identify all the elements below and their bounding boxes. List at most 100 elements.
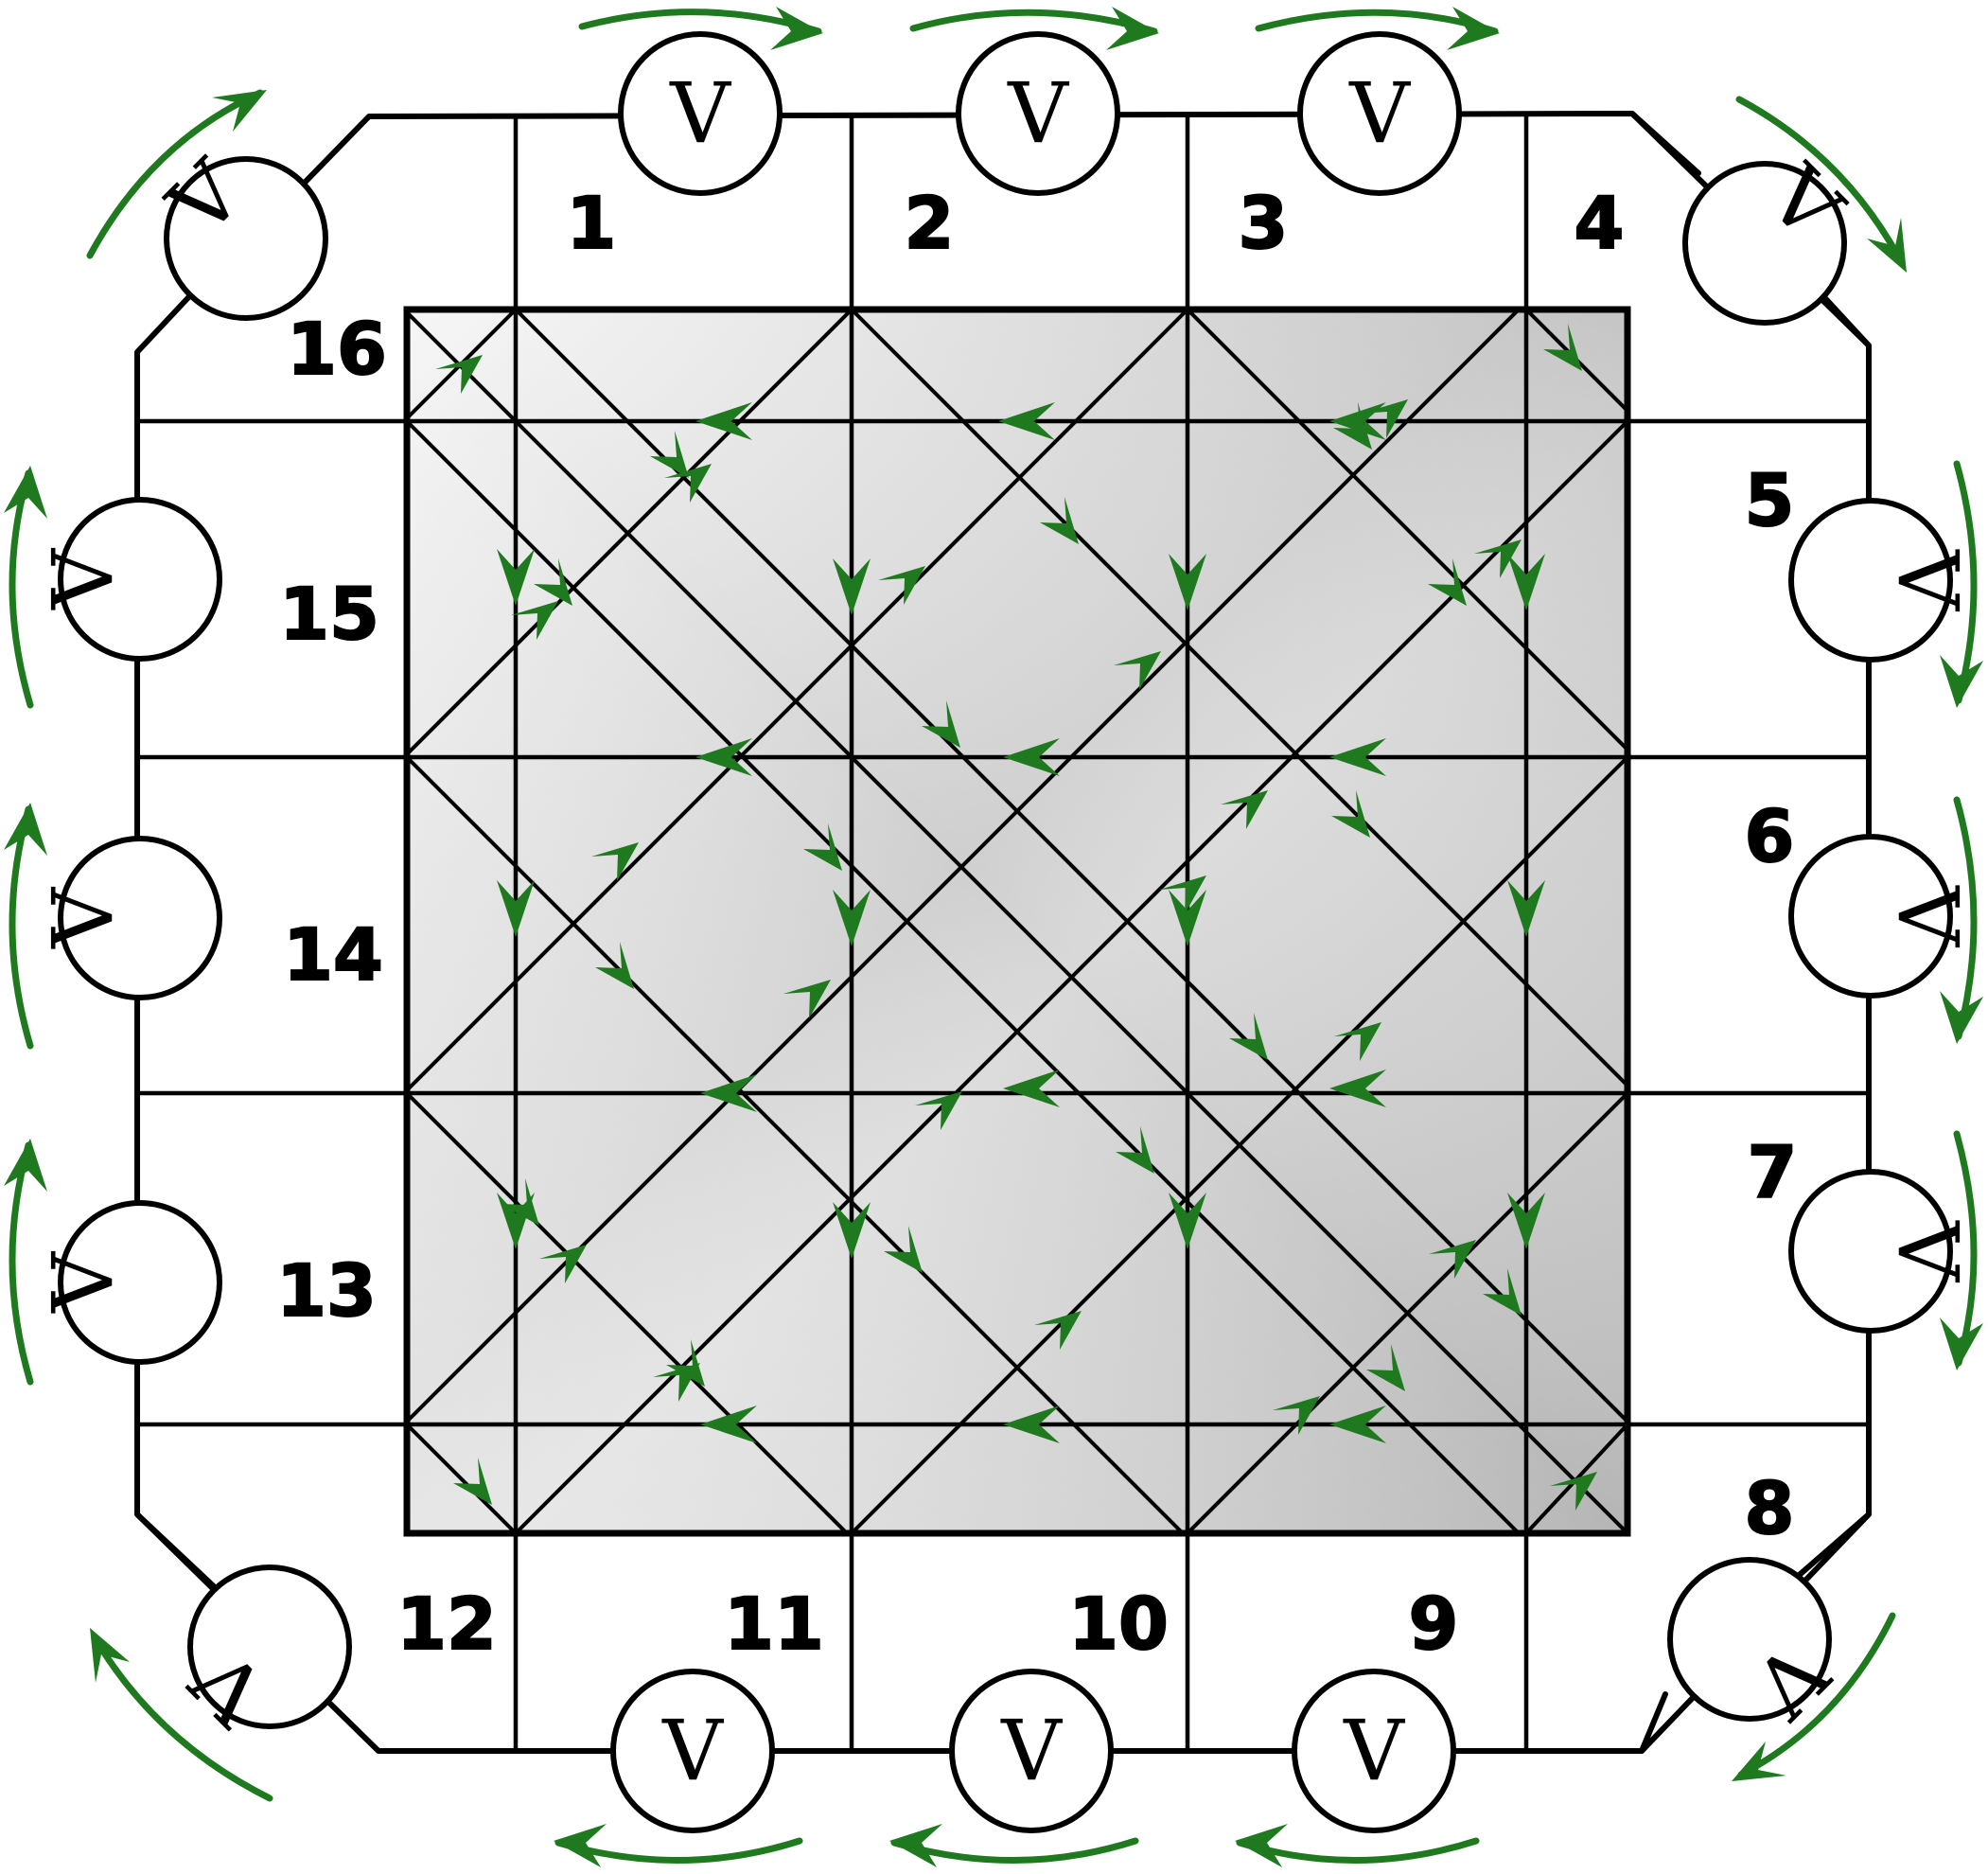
- voltmeter-bottom-1: V: [610, 1669, 775, 1833]
- arrowhead: [1732, 1741, 1786, 1781]
- diagonal-line: [407, 1423, 518, 1533]
- voltmeter-circle: [1292, 1669, 1456, 1833]
- arrow-arc: [9, 805, 34, 1050]
- voltmeter-label: V: [1000, 1702, 1063, 1799]
- arrowhead: [1447, 7, 1500, 50]
- arrowhead: [1474, 539, 1522, 578]
- flow-arrow-left: [695, 402, 1386, 1443]
- contact-label-3: 3: [1239, 181, 1289, 265]
- voltmeter-label: V: [1879, 549, 1977, 611]
- voltmeters: V V V V V V V V V V V V V V V V: [34, 31, 1977, 1833]
- arrowhead: [4, 803, 47, 856]
- voltmeter-circle: [956, 31, 1120, 196]
- arrowhead: [591, 842, 639, 881]
- arrowhead: [922, 700, 960, 748]
- arrowhead: [833, 558, 871, 615]
- contact-label-9: 9: [1409, 1582, 1459, 1666]
- voltmeter-bottom-2: V: [949, 1669, 1114, 1833]
- voltmeter-label: V: [1879, 1220, 1977, 1282]
- arrowhead: [884, 1226, 923, 1273]
- contact-label-13: 13: [276, 1248, 377, 1333]
- arrow-arc: [91, 1634, 273, 1802]
- arrowhead: [1543, 324, 1582, 371]
- contact-labels: 1 2 3 4 5 6 7 8 9 10 11 12 13 14 15 16: [275, 180, 1798, 1667]
- arrowhead: [1361, 399, 1408, 438]
- arrowhead: [1003, 1070, 1060, 1107]
- outer-flow-arrows: [4, 7, 1983, 1867]
- arrowhead: [695, 402, 752, 440]
- flow-arrows: [435, 324, 1597, 1511]
- arrowhead: [1334, 1022, 1381, 1061]
- arrow-arc: [1953, 460, 1978, 704]
- voltmeter-left-1: V: [34, 497, 222, 662]
- voltmeter-label: V: [661, 1702, 724, 1799]
- arrowhead: [1229, 1013, 1268, 1060]
- diagonal-line: [407, 419, 1521, 1533]
- contact-label-14: 14: [283, 912, 383, 997]
- voltmeter-bottom-3: V: [1292, 1669, 1456, 1833]
- arrowhead: [803, 823, 842, 871]
- arrowhead: [534, 558, 572, 606]
- contact-label-8: 8: [1745, 1466, 1795, 1550]
- arrowhead: [1507, 554, 1545, 610]
- arrowhead: [650, 431, 689, 478]
- diagonal-line: [407, 755, 1185, 1533]
- arrowhead: [497, 880, 535, 937]
- voltmeter-circle: [187, 1565, 352, 1729]
- arrowhead: [1169, 890, 1206, 946]
- diagonal-line: [407, 309, 1189, 1092]
- flow-arrow-downright: [453, 324, 1582, 1505]
- voltmeter-label: V: [1007, 64, 1069, 162]
- voltmeter-label: V: [1348, 64, 1411, 162]
- contact-label-11: 11: [724, 1582, 824, 1666]
- arrowhead: [1106, 7, 1159, 50]
- contact-label-7: 7: [1748, 1130, 1798, 1214]
- voltmeter-right-1: V: [1788, 498, 1977, 663]
- voltmeter-right-2: V: [1788, 834, 1977, 999]
- arrowhead: [1550, 1472, 1597, 1511]
- arrowhead: [1940, 1317, 1983, 1370]
- arrowhead: [1940, 991, 1983, 1044]
- arrowhead: [770, 7, 823, 50]
- voltmeter-circle: [618, 31, 783, 196]
- arrowhead: [1333, 402, 1372, 450]
- arrowhead: [1940, 655, 1983, 708]
- arrowhead: [554, 1824, 607, 1867]
- arrowhead: [1507, 1193, 1545, 1249]
- arrowhead: [998, 402, 1055, 440]
- contact-label-15: 15: [279, 572, 379, 656]
- voltmeter-corner-tl: V: [150, 142, 328, 321]
- arrowhead: [1003, 1406, 1060, 1443]
- voltmeter-label: V: [1879, 885, 1977, 947]
- arrowhead: [4, 1139, 47, 1192]
- voltmeter-circle: [1682, 161, 1847, 326]
- arrow-arc: [9, 1141, 34, 1386]
- arrowhead: [664, 464, 712, 503]
- contact-label-10: 10: [1068, 1582, 1169, 1666]
- arrowhead: [1159, 875, 1206, 914]
- arrowhead: [1040, 497, 1079, 544]
- voltmeter-corner-br: V: [1667, 1557, 1846, 1736]
- outer-arrow-top: [578, 7, 1500, 50]
- diagonal-line: [1186, 1091, 1627, 1533]
- voltmeter-circle: [1297, 31, 1462, 196]
- arrowhead: [1116, 1126, 1154, 1174]
- voltmeter-label: V: [669, 64, 731, 162]
- arrowhead: [539, 1245, 587, 1283]
- diagonal-line: [407, 1091, 849, 1533]
- arrowhead: [1221, 790, 1268, 829]
- voltmeter-circle: [58, 497, 222, 662]
- arrowhead: [1331, 790, 1370, 838]
- contact-label-6: 6: [1745, 794, 1795, 878]
- arrowhead: [1003, 738, 1060, 776]
- arrowhead: [1273, 1396, 1320, 1435]
- arrowhead: [1366, 1344, 1405, 1391]
- diagonal-line: [850, 755, 1627, 1533]
- arrowhead: [497, 549, 535, 606]
- outer-arrow-left: [4, 466, 47, 1386]
- voltmeter-circle: [58, 836, 222, 1000]
- voltmeter-circle: [1788, 834, 1953, 999]
- arrowhead: [1483, 1268, 1522, 1316]
- contact-label-5: 5: [1745, 458, 1795, 542]
